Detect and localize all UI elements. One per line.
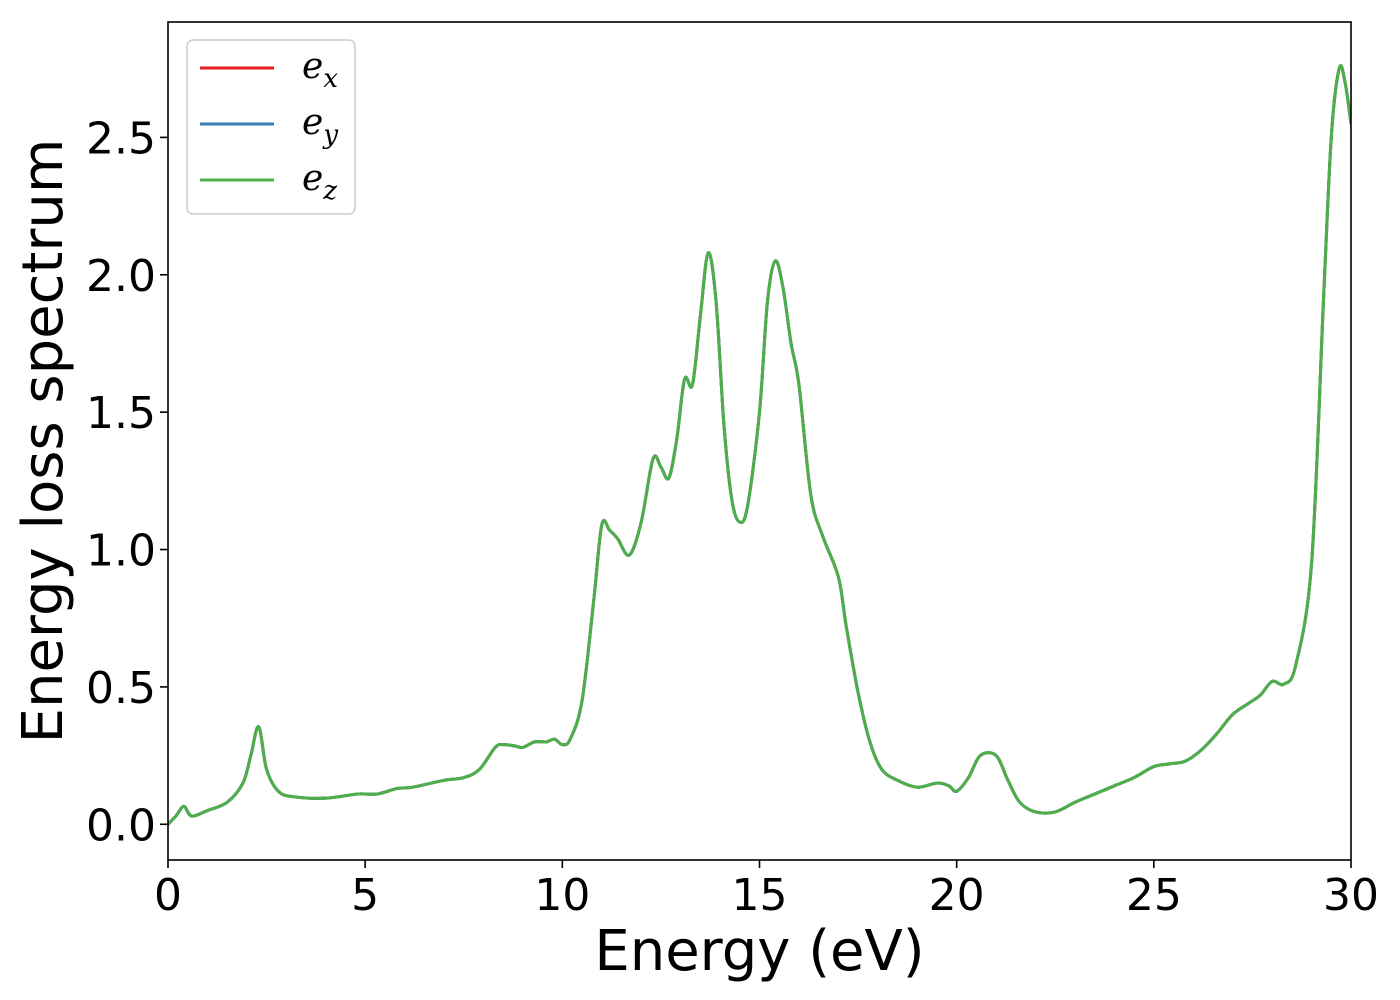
x-axis-label: Energy (eV) [594,919,924,984]
x-tick-label: 5 [351,870,379,921]
y-axis-ticks: 0.0 0.5 1.0 1.5 2.0 2.5 [86,113,168,851]
y-tick-label: 2.5 [86,113,156,164]
x-tick-label: 10 [534,870,590,921]
y-tick-label: 2.0 [86,251,156,302]
y-axis-label: Energy loss spectrum [11,139,76,744]
y-tick-label: 0.0 [86,800,156,851]
x-axis-ticks: 0 5 10 15 20 25 30 [154,860,1379,921]
x-tick-label: 0 [154,870,182,921]
y-tick-label: 1.5 [86,388,156,439]
series-line-z [168,64,1351,826]
x-tick-label: 20 [929,870,985,921]
y-tick-label: 0.5 [86,663,156,714]
y-tick-label: 1.0 [86,526,156,577]
x-tick-label: 15 [732,870,788,921]
series-layer [168,64,1351,826]
legend-entry-y: ey [200,102,338,150]
legend-box [186,39,356,215]
x-tick-label: 30 [1323,870,1379,921]
x-tick-label: 25 [1126,870,1182,921]
